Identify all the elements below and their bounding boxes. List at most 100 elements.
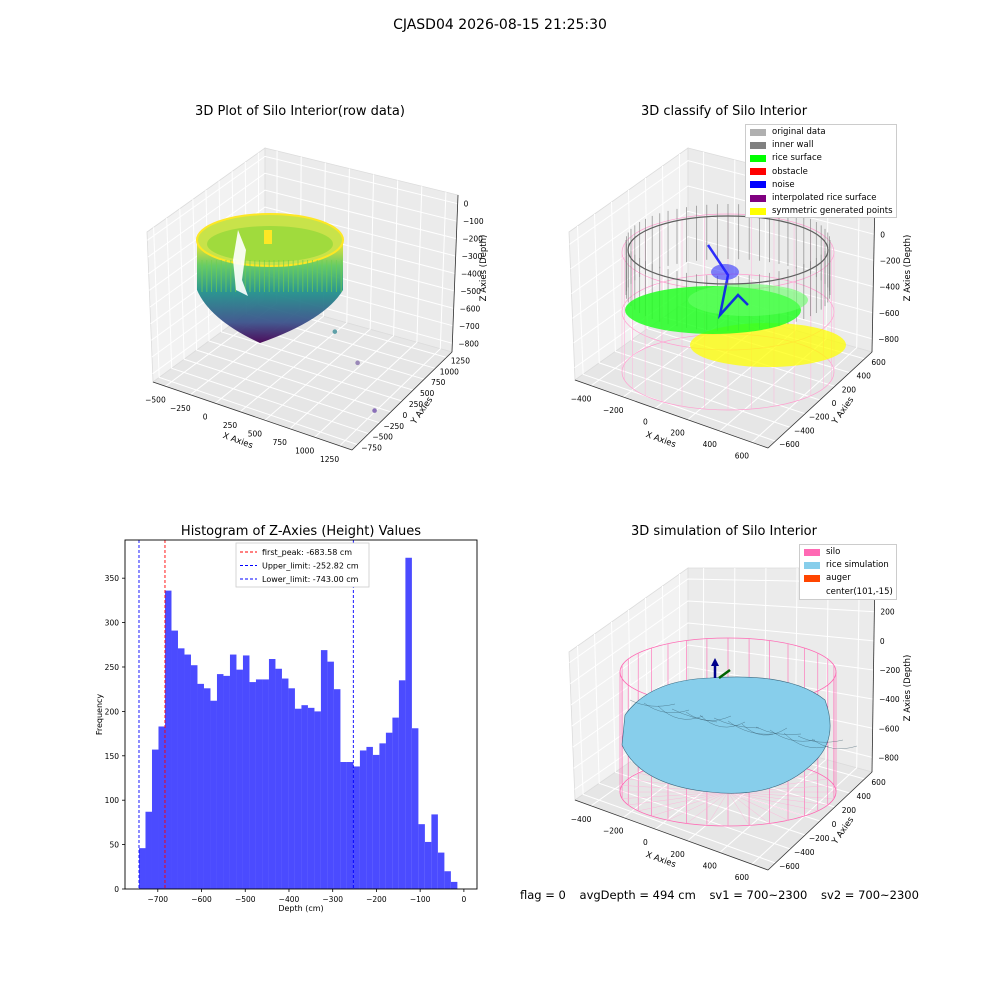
p4-mesh-line (741, 723, 788, 736)
p3-bar (236, 669, 243, 889)
p3-bar (353, 766, 360, 889)
panel2-legend-label: inner wall (772, 140, 814, 151)
p2-gridline-y (577, 225, 776, 442)
p1-gridline-y (166, 217, 369, 435)
p3-legend-label: Upper_limit: -252.82 cm (262, 562, 359, 571)
p2-xtick-label: 600 (735, 451, 750, 460)
p2-gridline-x (751, 191, 860, 443)
p4-silo-floor-spoke (727, 791, 834, 799)
p3-bar (320, 650, 328, 889)
p1-y-axis-line (351, 351, 453, 451)
p3-bar (418, 824, 425, 889)
p2-zlabel: Z Axies (Depth) (903, 235, 913, 302)
panel4-legend-item: center(101,-15) (804, 587, 893, 599)
panel2-legend-swatch (750, 154, 766, 162)
panel2-legend-label: obstacle (772, 166, 808, 177)
p4-silo-floor-spoke (686, 791, 729, 824)
panel4-3d-plot: −400−2000200400600−600−400−2000200400600… (568, 567, 913, 882)
p1-ytick-label: 500 (420, 389, 435, 398)
p4-rice-surface (621, 676, 831, 794)
p1-ytick-label: −500 (372, 433, 393, 442)
p4-mesh-line (797, 735, 844, 743)
p3-bar (184, 654, 191, 889)
p2-ztick-label: −200 (880, 256, 901, 265)
p3-bar (255, 679, 263, 889)
panel4-legend-label: silo (826, 547, 841, 557)
p2-gridline-y (594, 213, 791, 428)
p4-xtick-label: 0 (643, 838, 648, 847)
p3-xtick-label: 0 (461, 895, 466, 904)
p1-ztick-label: −400 (461, 270, 482, 279)
p4-silo-floor-spoke (706, 791, 729, 826)
p3-ytick-label: 100 (105, 796, 120, 805)
p3-bar (411, 728, 419, 889)
p3-ytick-label: 300 (105, 619, 120, 628)
p3-bar (262, 679, 269, 889)
p4-ytick-label: 400 (857, 792, 872, 801)
p3-bar (346, 762, 354, 889)
p4-ytick-label: −400 (794, 848, 815, 857)
p2-xtick-label: −400 (571, 395, 592, 404)
p4-mesh-line (727, 720, 774, 735)
panel2-legend-label: interpolated rice surface (772, 193, 877, 203)
p1-xtick-label: −500 (145, 395, 166, 404)
p4-silo-floor-spoke (628, 791, 729, 806)
p4-sim (619, 637, 858, 827)
p1-xtick-label: 1000 (295, 446, 314, 455)
p1-xtick-label: 250 (223, 421, 238, 430)
p2-gridline-z (572, 236, 874, 319)
panel2-legend-swatch (750, 128, 766, 136)
p1-ztick-label: −300 (462, 252, 483, 261)
panel4-legend-swatch (804, 561, 820, 569)
p3-ylabel: Frequency (95, 694, 104, 736)
p4-ztick-label: −200 (880, 666, 901, 675)
p3-bar (158, 726, 165, 889)
p3-bar (294, 708, 302, 889)
p3-bar (268, 658, 276, 889)
p2-xtick-label: −200 (603, 406, 624, 415)
panel4-legend-label: rice simulation (826, 560, 889, 571)
p4-mesh-line (811, 738, 858, 750)
panel4-legend-swatch (804, 548, 820, 556)
p3-bar (190, 665, 198, 889)
panel2-legend-swatch (750, 141, 766, 149)
panel2-legend-label: symmetric generated points (772, 206, 893, 217)
p4-ztick-label: −400 (879, 695, 900, 704)
panel4-legend: silo rice simulation auger center(101,-15) (799, 544, 897, 600)
p1-z-axis-line (451, 194, 459, 353)
p1-x-axis-line (152, 381, 353, 451)
p3-bar (203, 688, 211, 889)
p4-silo-floor-spoke (727, 791, 805, 817)
p4-ztick-label: 0 (880, 637, 885, 646)
p1-outlier-point (332, 329, 338, 334)
p4-y-axis-line (767, 771, 873, 871)
p4-xtick-label: −400 (571, 815, 592, 824)
panel1-title: 3D Plot of Silo Interior(row data) (195, 104, 405, 119)
p4-ytick-label: 0 (832, 820, 837, 829)
p3-ytick-label: 150 (105, 752, 120, 761)
panel2-legend-item: noise (750, 180, 795, 192)
panel4-legend-swatch (804, 574, 820, 582)
p3-bar (333, 689, 341, 889)
p4-mesh-line (657, 705, 704, 720)
p4-ztick-label: −800 (878, 753, 899, 762)
p3-bar (138, 848, 146, 889)
p3-bar (171, 630, 178, 889)
p2-ytick-label: −600 (779, 440, 800, 449)
p2-ytick-label: −200 (809, 413, 830, 422)
p4-xtick-label: −200 (603, 827, 624, 836)
p1-xtick-label: 0 (203, 412, 208, 421)
p1-obstacle (264, 230, 272, 244)
p3-bar (242, 655, 250, 889)
p4-mesh-line (685, 711, 732, 721)
panel1-3d-plot: −500−250025050075010001250−750−500−25002… (145, 147, 489, 464)
p4-xtick-label: 200 (670, 850, 685, 859)
p3-xlabel: Depth (cm) (278, 904, 323, 913)
p3-xtick-label: −400 (279, 895, 300, 904)
panel2-legend-item: interpolated rice surface (750, 193, 877, 205)
p3-bar (164, 590, 172, 889)
p3-xtick-label: −700 (147, 895, 168, 904)
p2-ztick-label: 0 (880, 230, 885, 239)
p4-ytick-label: −200 (809, 834, 830, 843)
p4-silo-floor-spoke (727, 791, 789, 821)
